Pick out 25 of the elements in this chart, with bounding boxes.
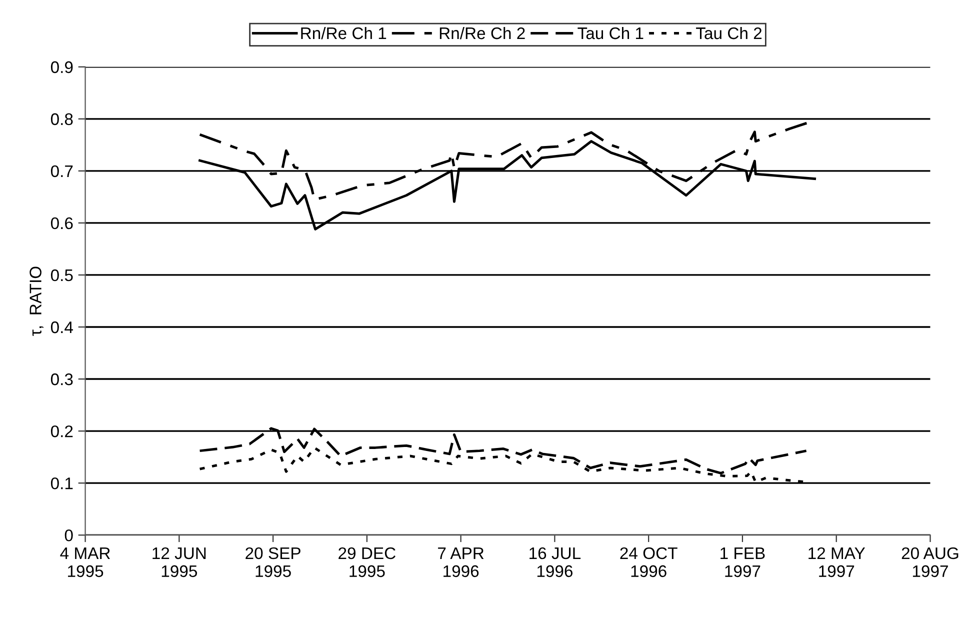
x-tick-label: 12 JUN 1995 — [152, 547, 206, 578]
y-tick-label: 0.3 — [50, 373, 73, 386]
x-tick-label: 20 AUG 1997 — [902, 547, 958, 578]
y-tick-label: 0.9 — [50, 61, 73, 74]
y-tick-label: 0.6 — [50, 217, 73, 230]
x-tick-label: 7 APR 1996 — [438, 548, 484, 578]
y-tick-label: 0.5 — [50, 269, 73, 282]
x-tick-label: 20 SEP 1995 — [246, 547, 300, 578]
legend-label: Rn/Re Ch 2 — [440, 26, 525, 40]
x-tick-label: 4 MAR 1995 — [60, 548, 110, 578]
y-tick-label: 0.4 — [50, 321, 73, 334]
x-tick-label: 24 OCT 1996 — [620, 547, 678, 578]
legend-label: Tau Ch 1 — [578, 26, 644, 40]
y-tick-label: 0.1 — [50, 477, 73, 490]
x-tick-label: 12 MAY 1997 — [808, 547, 866, 578]
y-tick-label: 0 — [64, 529, 73, 542]
x-tick-label: 29 DEC 1995 — [338, 547, 396, 578]
y-tick-label: 0.7 — [50, 165, 73, 178]
x-tick-label: 16 JUL 1996 — [530, 547, 581, 578]
y-axis-title: τ, RATIO — [30, 266, 44, 336]
legend-label: Tau Ch 2 — [696, 26, 762, 40]
y-tick-label: 0.2 — [50, 425, 73, 438]
legend-label: Rn/Re Ch 1 — [301, 26, 386, 40]
x-tick-label: 1 FEB 1997 — [720, 548, 765, 578]
y-tick-label: 0.8 — [50, 113, 73, 126]
